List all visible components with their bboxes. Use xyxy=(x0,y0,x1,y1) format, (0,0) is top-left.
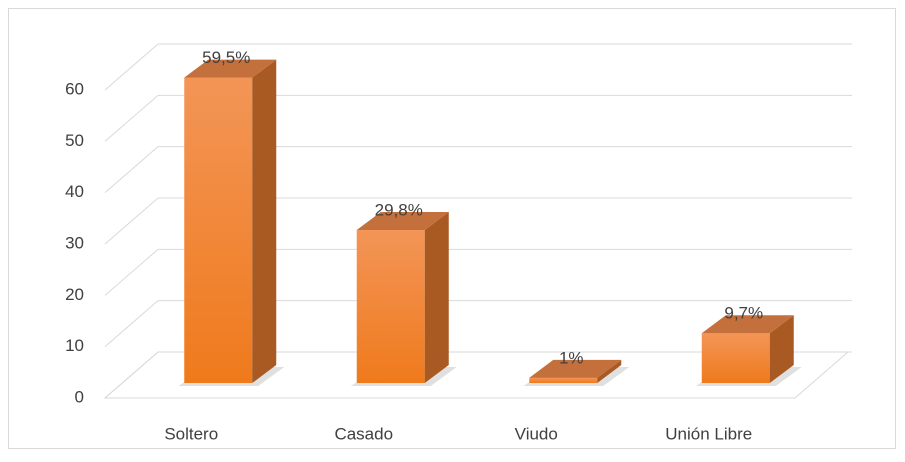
x-tick-label: Viudo xyxy=(515,424,558,443)
y-tick-label: 30 xyxy=(65,233,84,252)
data-label: 1% xyxy=(559,348,584,367)
grid-line xyxy=(104,197,159,245)
grid-line xyxy=(104,248,159,296)
bar-side xyxy=(424,212,449,383)
bar xyxy=(356,230,425,383)
grid-line xyxy=(104,43,159,91)
data-label: 29,8% xyxy=(375,201,423,220)
grid-line xyxy=(104,146,159,194)
bar xyxy=(184,77,253,384)
data-label: 9,7% xyxy=(724,304,763,323)
bar-side xyxy=(769,315,794,383)
bar-top xyxy=(701,315,794,334)
grid-line xyxy=(104,351,159,399)
bar-top xyxy=(356,212,449,231)
grid-line xyxy=(104,300,159,348)
grid-line xyxy=(104,94,159,142)
x-tick-label: Soltero xyxy=(164,424,218,443)
x-tick-label: Unión Libre xyxy=(665,424,752,443)
data-label: 59,5% xyxy=(202,48,250,67)
y-tick-label: 40 xyxy=(65,182,84,201)
bar-top xyxy=(529,359,622,378)
y-tick-label: 0 xyxy=(75,387,84,406)
bar xyxy=(701,333,770,383)
bar-side xyxy=(252,59,277,384)
y-tick-label: 10 xyxy=(65,336,84,355)
x-tick-label: Casado xyxy=(334,424,393,443)
bar-side xyxy=(597,359,622,383)
bar xyxy=(529,377,598,383)
bar-top xyxy=(184,59,277,78)
y-tick-label: 50 xyxy=(65,131,84,150)
y-tick-label: 20 xyxy=(65,285,84,304)
y-tick-label: 60 xyxy=(65,79,84,98)
